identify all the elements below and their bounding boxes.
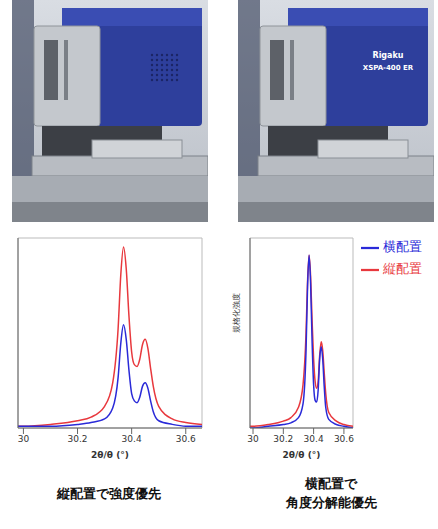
svg-text:30: 30 <box>247 434 259 444</box>
svg-text:30.4: 30.4 <box>122 434 142 444</box>
svg-text:2θ/θ (°): 2θ/θ (°) <box>283 450 321 460</box>
html-text:縦配置で強度優先: 縦配置で強度優先 <box>57 486 161 501</box>
html-text:角度分解能優先: 角度分解能優先 <box>285 495 377 510</box>
html-text:縦配置: 縦配置 <box>383 261 422 276</box>
html-text:横配置: 横配置 <box>383 239 422 254</box>
svg-text:30.2: 30.2 <box>273 434 293 444</box>
svg-text:XSPA-400 ER: XSPA-400 ER <box>363 64 414 72</box>
svg-text:30.6: 30.6 <box>334 434 354 444</box>
svg-text:Rigaku: Rigaku <box>372 51 403 60</box>
svg-text:2θ/θ (°): 2θ/θ (°) <box>91 450 129 460</box>
svg-text:30.6: 30.6 <box>176 434 196 444</box>
svg-text:規格化強度: 規格化強度 <box>232 293 241 333</box>
svg-text:30.2: 30.2 <box>68 434 88 444</box>
svg-text:30: 30 <box>18 434 30 444</box>
html-text:横配置で: 横配置で <box>305 476 357 491</box>
svg-text:30.4: 30.4 <box>304 434 324 444</box>
